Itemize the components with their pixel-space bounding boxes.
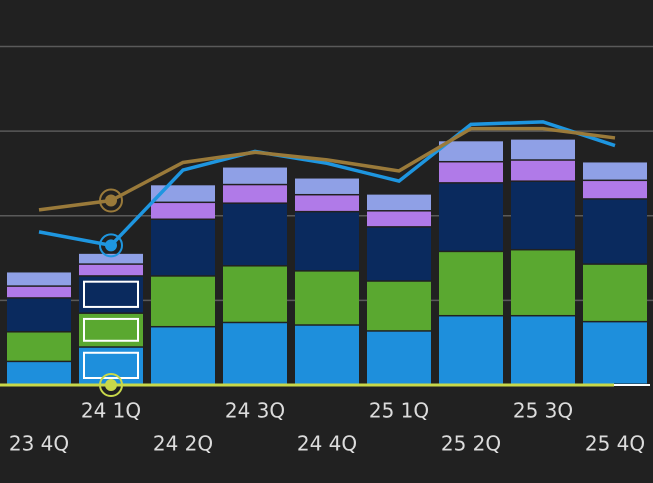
x-tick-label: 24 1Q xyxy=(81,399,141,423)
x-tick-label: 25 3Q xyxy=(513,399,573,423)
bar-segment xyxy=(223,323,287,384)
bar-segment xyxy=(583,199,647,264)
line-marker xyxy=(105,194,117,207)
line-marker xyxy=(105,239,117,252)
bar-segment xyxy=(439,141,503,161)
highlight-box xyxy=(83,317,139,342)
bar-segment xyxy=(223,185,287,203)
bar-segment xyxy=(583,181,647,199)
bar-segment xyxy=(511,181,575,249)
bar-segment xyxy=(511,250,575,315)
bar-segment xyxy=(439,162,503,183)
bar-segment xyxy=(7,362,71,384)
bar-segment xyxy=(295,325,359,384)
bar-segment xyxy=(583,162,647,180)
bar-segment xyxy=(367,331,431,384)
x-tick-label: 24 4Q xyxy=(297,432,357,456)
bar-segment xyxy=(7,298,71,332)
line-marker-ring xyxy=(99,233,123,258)
bar-segment xyxy=(511,316,575,384)
bar-segment xyxy=(151,220,215,276)
x-tick-label: 23 4Q xyxy=(9,432,69,456)
bar-segment xyxy=(223,203,287,266)
bar-segment xyxy=(439,183,503,251)
bar-segment xyxy=(7,272,71,286)
baseline-marker xyxy=(99,373,123,397)
bar-segment xyxy=(439,316,503,384)
x-tick-label: 25 2Q xyxy=(441,432,501,456)
bar-segment xyxy=(439,252,503,315)
bar-segment xyxy=(151,276,215,326)
line xyxy=(38,120,616,248)
bar-segment xyxy=(367,194,431,211)
bar-segment xyxy=(151,185,215,202)
x-tick-label: 25 1Q xyxy=(369,399,429,423)
bar-segment xyxy=(79,264,143,276)
bar-segment xyxy=(511,160,575,181)
line xyxy=(38,126,616,212)
baseline-dot xyxy=(105,379,117,391)
highlight-box xyxy=(83,280,139,308)
bar-segment xyxy=(295,212,359,271)
bar-segment xyxy=(583,264,647,321)
bar-segment xyxy=(223,167,287,184)
bar-segment xyxy=(151,327,215,384)
bar-segment xyxy=(367,227,431,281)
bar-segment xyxy=(367,281,431,331)
highlight-box xyxy=(83,351,139,379)
bar-segment xyxy=(511,139,575,160)
bar-segment xyxy=(79,253,143,264)
bar-segment xyxy=(367,211,431,227)
x-tick-label: 24 3Q xyxy=(225,399,285,423)
bar-segment xyxy=(295,271,359,325)
x-tick-label: 24 2Q xyxy=(153,432,213,456)
line-marker-ring xyxy=(99,188,123,213)
bar-segment xyxy=(223,266,287,322)
bar-segment xyxy=(151,203,215,219)
bar-segment xyxy=(7,286,71,298)
bar-segment xyxy=(295,195,359,211)
bar-segment xyxy=(7,332,71,361)
x-tick-label: 25 4Q xyxy=(585,432,645,456)
bar-segment xyxy=(295,178,359,194)
bar-segment xyxy=(583,322,647,384)
